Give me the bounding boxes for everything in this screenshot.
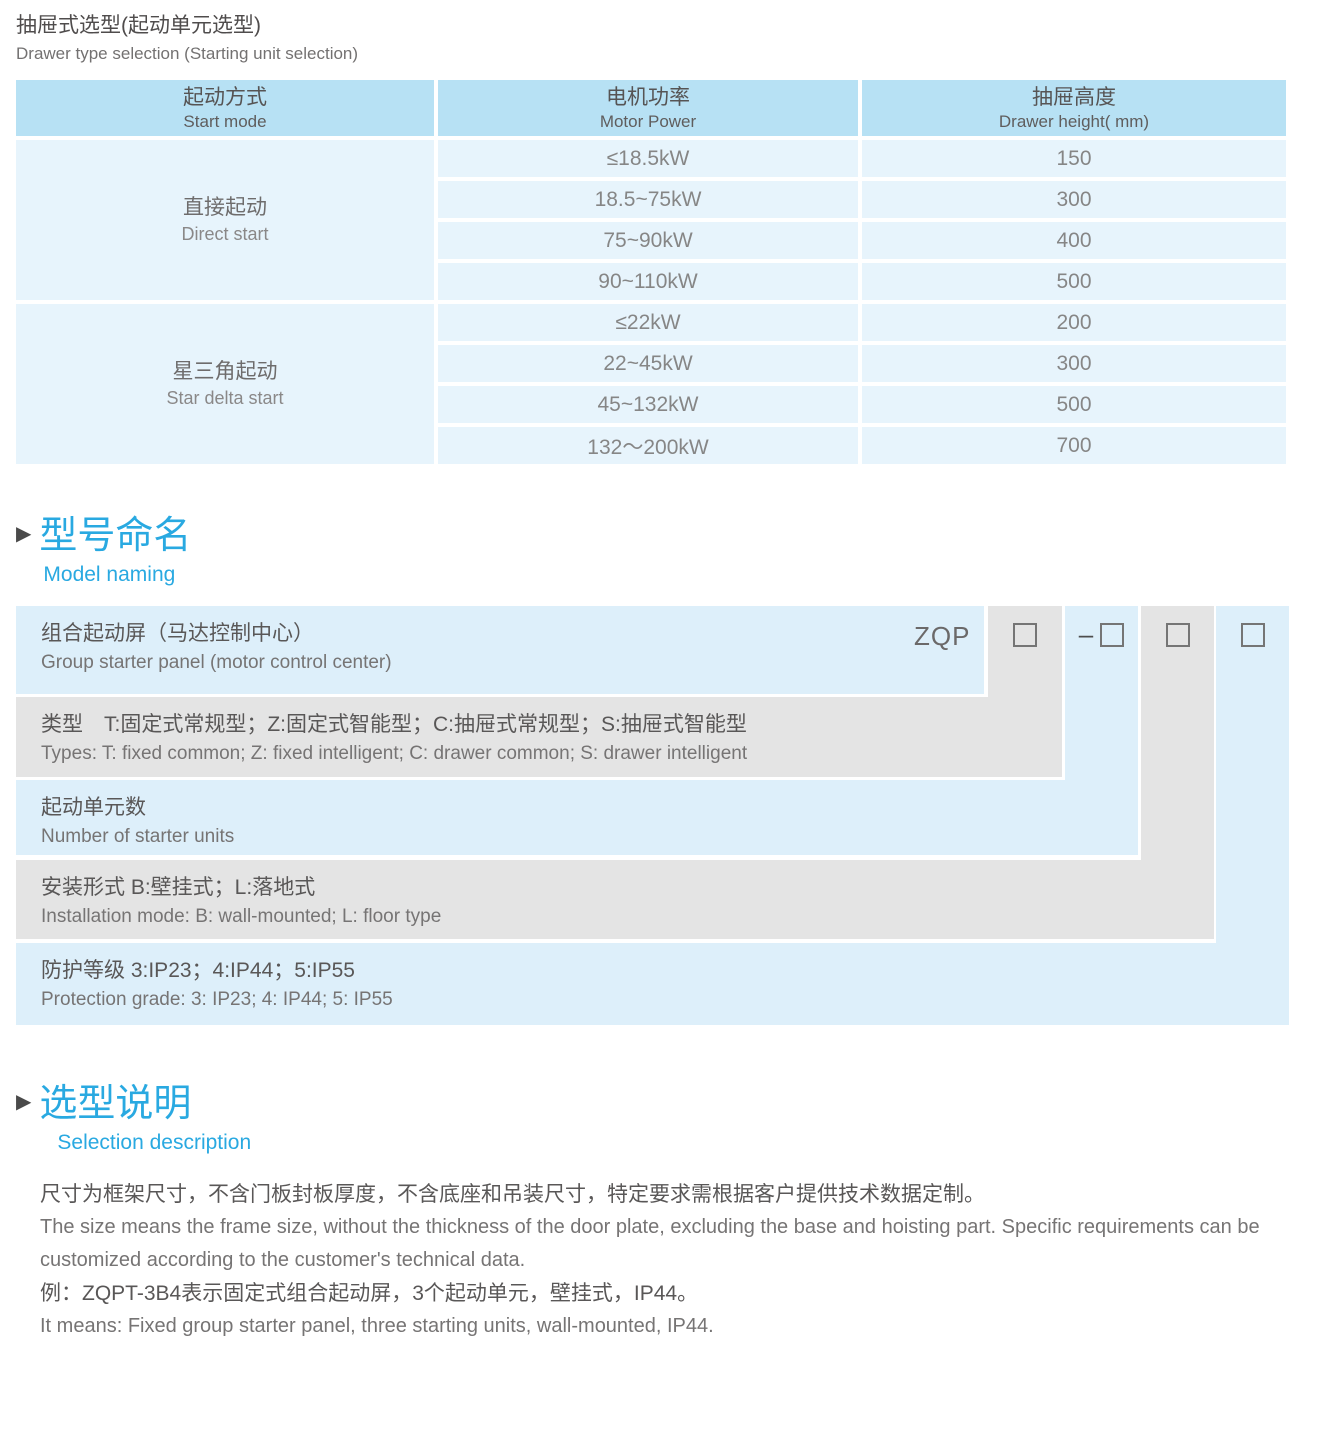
height-cell: 300: [862, 345, 1286, 382]
power-cell: 75~90kW: [438, 222, 858, 259]
start-mode-cell-star-delta: 星三角起动 Star delta start: [16, 304, 434, 464]
model-row-3-en: Number of starter units: [41, 826, 235, 847]
page-title-cn: 抽屉式选型(起动单元选型): [16, 14, 261, 37]
power-cell: 132～200kW: [438, 427, 858, 464]
header-motor-power-en: Motor Power: [599, 111, 697, 131]
table-header-motor-power: 电机功率 Motor Power: [438, 80, 858, 136]
height-cell: 700: [862, 427, 1286, 464]
page-title-en: Drawer type selection (Starting unit sel…: [16, 44, 359, 63]
description-paragraph-1-cn: 尺寸为框架尺寸，不含门板封板厚度，不含底座和吊装尺寸，特定要求需根据客户提供技术…: [40, 1183, 985, 1206]
height-cell: 400: [862, 222, 1286, 259]
model-row-group-starter-panel: 组合起动屏（马达控制中心） Group starter panel (motor…: [16, 606, 984, 694]
table-header-start-mode: 起动方式 Start mode: [16, 80, 434, 136]
drawer-selection-table: 起动方式 Start mode 电机功率 Motor Power 抽屉高度 Dr…: [16, 80, 1286, 464]
section-marker-icon: ▶: [16, 1091, 32, 1113]
code-placeholder-box-units: [1100, 623, 1125, 647]
code-placeholder-box-type: [1013, 623, 1037, 647]
code-dash: –: [1078, 619, 1094, 649]
header-drawer-height-en: Drawer height( mm): [998, 111, 1150, 131]
model-row-5-cn: 防护等级 3:IP23；4:IP44；5:IP55: [41, 959, 355, 982]
description-paragraph-1-en: The size means the frame size, without t…: [40, 1216, 1260, 1271]
model-row-protection-grade: 防护等级 3:IP23；4:IP44；5:IP55 Protection gra…: [16, 943, 1289, 1025]
model-row-1-cn: 组合起动屏（马达控制中心）: [41, 622, 314, 645]
header-motor-power-cn: 电机功率: [606, 85, 690, 109]
header-start-mode-en: Start mode: [183, 111, 267, 131]
document-header: 抽屉式选型(起动单元选型) Drawer type selection (Sta…: [0, 0, 1322, 66]
model-row-installation-mode: 安装形式 B:壁挂式；L:落地式 Installation mode: B: w…: [16, 860, 1214, 939]
power-cell: 90~110kW: [438, 263, 858, 300]
selection-description-body: 尺寸为框架尺寸，不含门板封板厚度，不含底座和吊装尺寸，特定要求需根据客户提供技术…: [40, 1178, 1290, 1343]
code-placeholder-box-protection: [1240, 623, 1265, 647]
direct-start-cn: 直接起动: [183, 196, 267, 219]
power-cell: 18.5~75kW: [438, 181, 858, 218]
model-row-5-en: Protection grade: 3: IP23; 4: IP44; 5: I…: [41, 989, 393, 1010]
section-marker-icon: ▶: [16, 523, 32, 545]
height-cell: 500: [862, 386, 1286, 423]
selection-description-section-header: ▶ 选型说明 Selection description: [16, 1082, 1322, 1156]
model-row-3-cn: 起动单元数: [41, 796, 146, 819]
model-naming-section-header: ▶ 型号命名 Model naming: [16, 514, 1322, 588]
star-delta-start-cn: 星三角起动: [172, 360, 278, 383]
power-cell: 45~132kW: [438, 386, 858, 423]
model-row-2-cn: 类型 T:固定式常规型；Z:固定式智能型；C:抽屉式常规型；S:抽屉式智能型: [41, 713, 747, 736]
model-row-starter-units: 起动单元数 Number of starter units: [16, 780, 1138, 855]
model-row-2-en: Types: T: fixed common; Z: fixed intelli…: [41, 743, 748, 764]
header-start-mode-cn: 起动方式: [183, 85, 267, 109]
model-row-4-cn: 安装形式 B:壁挂式；L:落地式: [41, 876, 316, 899]
height-cell: 200: [862, 304, 1286, 341]
direct-start-en: Direct start: [181, 224, 269, 244]
table-header-drawer-height: 抽屉高度 Drawer height( mm): [862, 80, 1286, 136]
model-row-1-en: Group starter panel (motor control cente…: [41, 652, 392, 673]
model-naming-title-cn: 型号命名: [39, 515, 192, 557]
code-placeholder-box-installation: [1165, 623, 1190, 647]
model-naming-diagram: – 组合起动屏（马达控制中心） Group starter panel (mot…: [16, 606, 1306, 1026]
star-delta-start-en: Star delta start: [166, 388, 284, 408]
model-prefix-label: ZQP: [914, 621, 971, 651]
power-cell: ≤22kW: [438, 304, 858, 341]
start-mode-cell-direct: 直接起动 Direct start: [16, 140, 434, 300]
height-cell: 150: [862, 140, 1286, 177]
description-example-en: It means: Fixed group starter panel, thr…: [40, 1315, 714, 1337]
description-example-cn: 例：ZQPT-3B4表示固定式组合起动屏，3个起动单元，壁挂式，IP44。: [40, 1282, 699, 1305]
model-row-4-en: Installation mode: B: wall-mounted; L: f…: [41, 906, 442, 927]
selection-description-title-cn: 选型说明: [39, 1083, 192, 1125]
power-cell: 22~45kW: [438, 345, 858, 382]
selection-description-title-en: Selection description: [57, 1131, 252, 1154]
height-cell: 500: [862, 263, 1286, 300]
model-naming-title-en: Model naming: [43, 563, 176, 586]
power-cell: ≤18.5kW: [438, 140, 858, 177]
header-drawer-height-cn: 抽屉高度: [1032, 85, 1116, 109]
model-row-types: 类型 T:固定式常规型；Z:固定式智能型；C:抽屉式常规型；S:抽屉式智能型 T…: [16, 697, 1062, 777]
height-cell: 300: [862, 181, 1286, 218]
